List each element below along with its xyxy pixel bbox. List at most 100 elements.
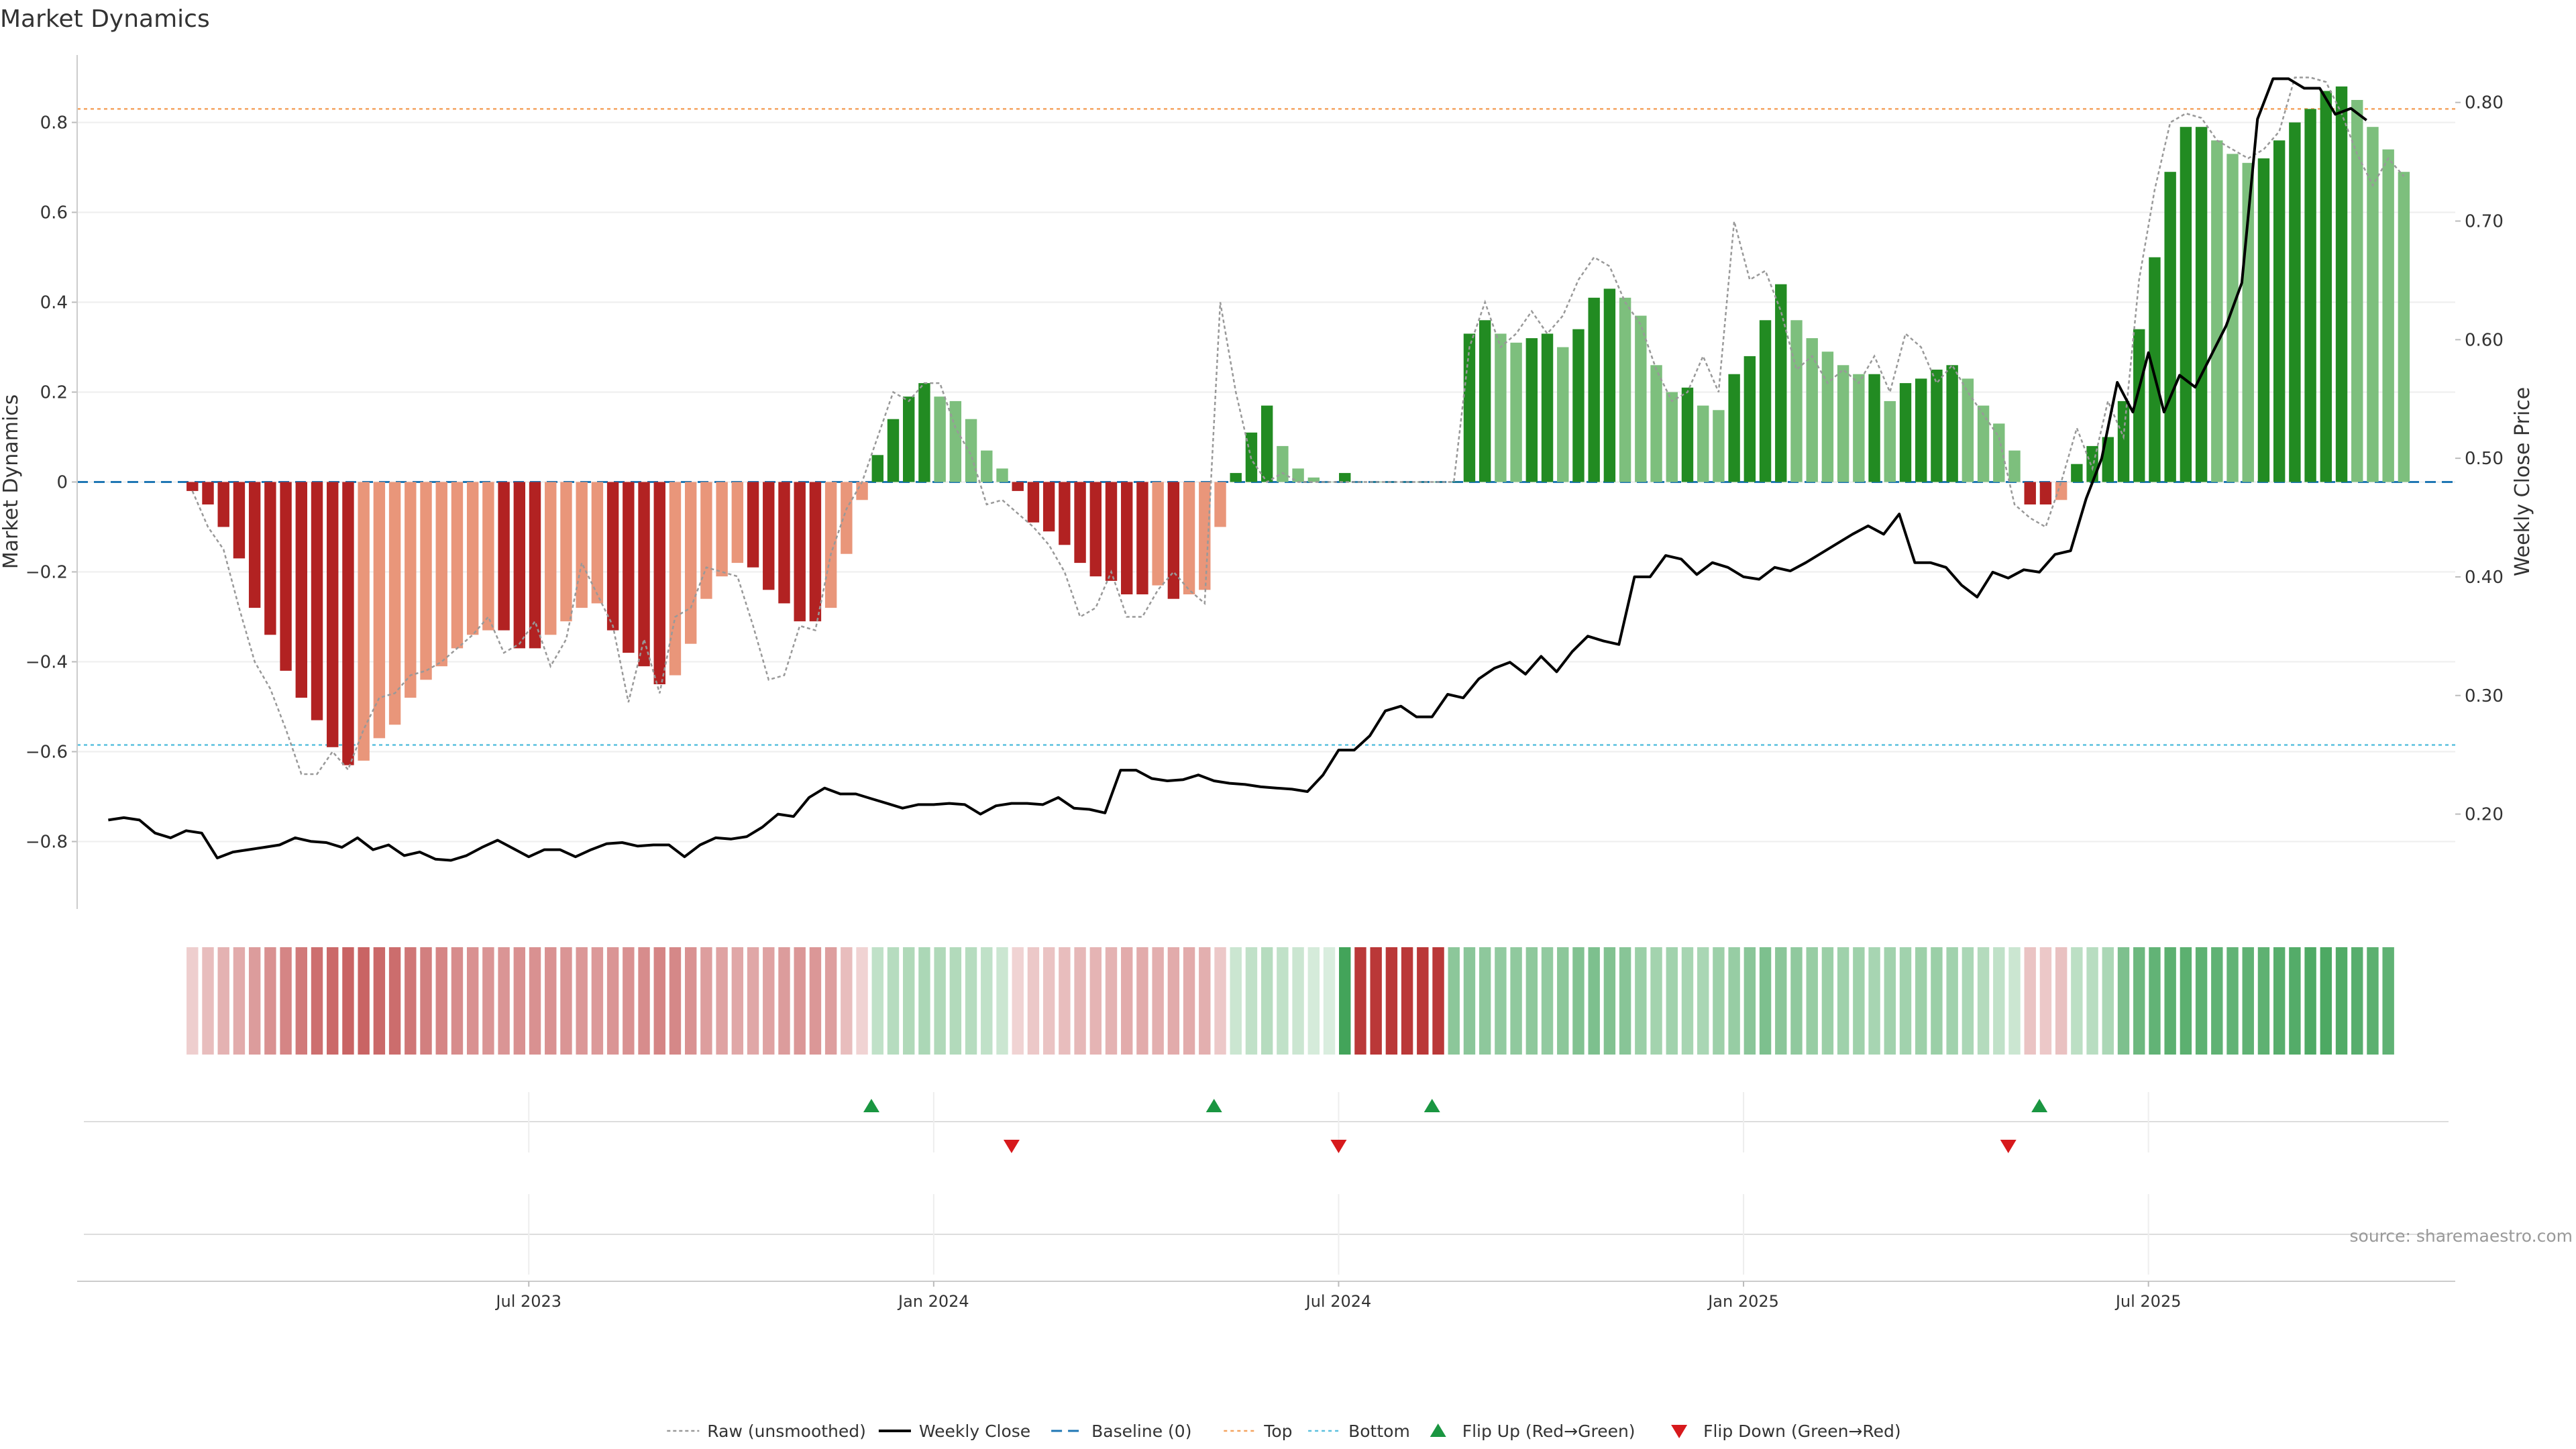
heatmap-cell [2117,947,2130,1055]
bar [466,482,479,635]
heatmap-cell [1230,947,1242,1055]
heatmap-cell [2226,947,2239,1055]
bar [1899,383,1912,482]
bar [358,482,370,761]
bar [1386,482,1397,483]
left-tick-label: −0.8 [25,833,68,853]
left-tick-label: −0.2 [25,563,68,583]
heatmap-cell [405,947,417,1055]
bar [311,482,323,720]
heatmap-cell [1370,947,1382,1055]
bar [186,482,199,491]
bar [2382,149,2394,482]
heatmap-cell [623,947,635,1055]
heatmap-cell [248,947,261,1055]
heatmap-cell [2351,947,2363,1055]
heatmap-cell [1059,947,1071,1055]
bar [576,482,588,608]
bar [2180,127,2192,482]
heatmap-strip [186,947,2394,1055]
bar [2367,127,2379,482]
heatmap-cell [1681,947,1694,1055]
bar [1012,482,1024,491]
heatmap-cell [1385,947,1398,1055]
legend-swatch-flip-up [1430,1424,1446,1437]
bar [918,383,930,482]
heatmap-cell [2211,947,2223,1055]
heatmap-cell [902,947,915,1055]
bar [342,482,354,765]
legend-item-flip_down: Flip Down (Green→Red) [1671,1421,1901,1441]
bar [778,482,790,604]
flip-down-marker [2000,1140,2017,1153]
heatmap-cell [2055,947,2068,1055]
heatmap-cell [2304,947,2316,1055]
right-y-axis: 0.20 0.30 0.40 0.50 0.60 0.70 0.80 [2455,93,2504,825]
heatmap-cell [482,947,494,1055]
heatmap-cell [1775,947,1787,1055]
legend-label: Bottom [1348,1421,1410,1441]
heatmap-cell [1245,947,1258,1055]
bar [871,455,883,482]
bar [1915,378,1927,482]
bar [965,419,977,482]
heatmap-cell [1541,947,1554,1055]
heatmap-cell [918,947,930,1055]
bar [638,482,650,667]
bar [981,450,993,482]
bar [2149,257,2161,482]
right-axis-title: Weekly Close Price [2511,387,2534,576]
heatmap-cell [1853,947,1865,1055]
bar [623,482,635,653]
bar [1152,482,1164,586]
heatmap-cell [949,947,962,1055]
legend-label: Raw (unsmoothed) [707,1421,866,1441]
bar [1136,482,1148,594]
bar [1603,288,1616,482]
bar [1230,473,1242,482]
bar [841,482,853,554]
bar [2195,127,2208,482]
bar [405,482,417,698]
heatmap-cell [1946,947,1958,1055]
heatmap-cell [1183,947,1195,1055]
heatmap-cell [2086,947,2098,1055]
legend-item-raw: Raw (unsmoothed) [667,1421,866,1441]
bar [887,419,900,482]
bar [1946,365,1958,482]
legend-label: Baseline (0) [1091,1421,1191,1441]
heatmap-cell [716,947,728,1055]
left-tick-label: −0.4 [25,653,68,673]
heatmap-cell [1105,947,1118,1055]
bar [2008,450,2021,482]
right-tick-label: 0.50 [2465,449,2504,469]
heatmap-cell [1697,947,1709,1055]
legend-item-close: Weekly Close [878,1421,1030,1441]
bar [1619,297,1631,482]
heatmap-cell [841,947,853,1055]
heatmap-cell [1837,947,1849,1055]
raw-line [191,76,2405,775]
bar [1759,320,1772,482]
heatmap-cell [1821,947,1834,1055]
heatmap-cell [466,947,479,1055]
heatmap-cell [280,947,292,1055]
heatmap-cell [669,947,682,1055]
heatmap-cell [2180,947,2192,1055]
heatmap-cell [1121,947,1133,1055]
bar [1292,468,1304,482]
heatmap-cell [327,947,339,1055]
heatmap-cell [1027,947,1040,1055]
bar [2071,464,2083,482]
heatmap-cell [763,947,775,1055]
heatmap-cell [202,947,214,1055]
bar [1868,374,1880,482]
bar [2117,400,2130,482]
bar [2289,122,2301,482]
flip-up-marker [1205,1099,1222,1112]
heatmap-cell [576,947,588,1055]
heatmap-cell [809,947,822,1055]
heatmap-cell [1089,947,1102,1055]
heatmap-cell [934,947,946,1055]
bar [529,482,541,649]
